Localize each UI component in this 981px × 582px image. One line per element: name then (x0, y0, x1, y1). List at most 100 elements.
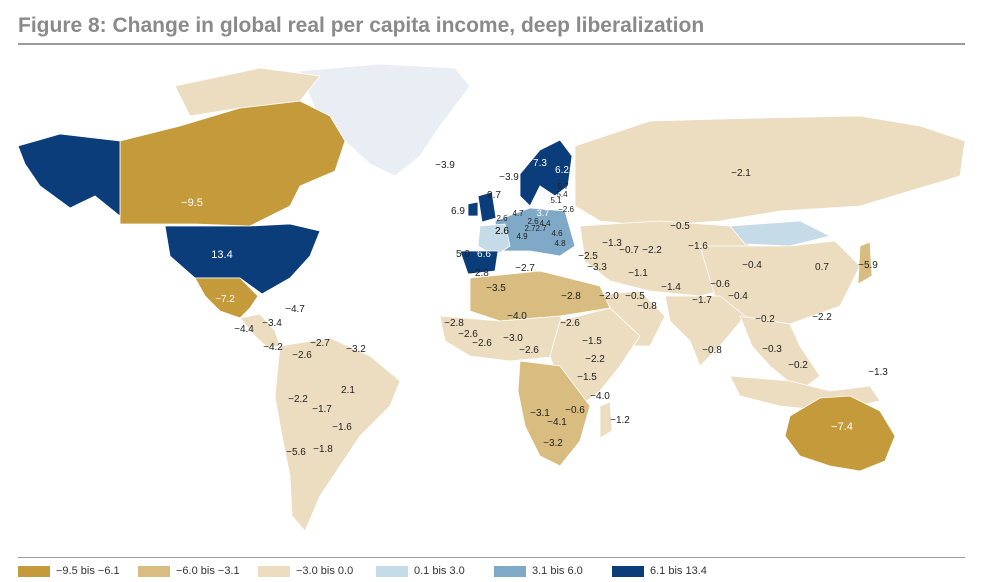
value-label-sierra-leone: −2.6 (472, 338, 492, 349)
page-title: Figure 8: Change in global real per capi… (18, 14, 705, 37)
value-label-venezuela: −2.7 (310, 338, 330, 349)
value-label-brazil: 2.1 (341, 385, 355, 396)
value-labels: −9.513.4−7.2−4.7−4.4−3.4−4.2−2.6−2.7−3.2… (181, 158, 888, 458)
country-france[interactable] (477, 223, 511, 257)
value-label-netherlands: 2.6 (496, 214, 508, 223)
value-label-peru: −2.2 (288, 394, 308, 405)
value-label-bangladesh: −0.4 (728, 291, 748, 302)
value-label-saudi-arabia: −2.0 (599, 291, 619, 302)
value-label-argentina: −1.8 (313, 444, 333, 455)
value-label-usa: 13.4 (211, 249, 232, 261)
value-label-kenya: −2.2 (585, 354, 605, 365)
value-label-portugal: 5.0 (456, 249, 470, 260)
legend-label: 3.1 bis 6.0 (532, 565, 583, 577)
country-australia[interactable] (784, 395, 896, 472)
legend-swatch (612, 566, 644, 577)
value-label-botswana: −4.1 (547, 417, 567, 428)
value-label-japan: −5.9 (858, 260, 878, 271)
value-label-paraguay: −1.6 (332, 422, 352, 433)
region-southern-africa[interactable] (517, 360, 591, 467)
region-north-africa[interactable] (469, 270, 611, 322)
legend-swatch (138, 566, 170, 577)
value-label-slovenia: 4.9 (516, 232, 528, 241)
country-india[interactable] (664, 295, 746, 367)
value-label-guinea: −2.6 (458, 329, 478, 340)
value-label-bolivia: −1.7 (312, 404, 332, 415)
country-mongolia[interactable] (729, 220, 832, 247)
region-central-europe[interactable] (494, 207, 576, 257)
value-label-madagascar: −1.2 (610, 415, 630, 426)
value-label-colombia: −2.6 (292, 350, 312, 361)
value-label-france: 2.6 (495, 226, 509, 237)
value-label-georgia: −1.3 (602, 238, 622, 249)
value-label-austria: 2.7 (535, 224, 547, 233)
country-uk[interactable] (477, 191, 497, 223)
value-label-png: −1.3 (868, 367, 888, 378)
region-scandinavia[interactable] (519, 139, 573, 207)
country-mexico[interactable] (194, 277, 259, 319)
world-map: −9.513.4−7.2−4.7−4.4−3.4−4.2−2.6−2.7−3.2… (17, 63, 966, 532)
value-label-azerbaijan: −2.2 (642, 245, 662, 256)
region-southeast-asia[interactable] (739, 315, 821, 392)
value-label-central-america-1: −4.4 (234, 324, 254, 335)
value-label-gulf: −0.5 (625, 291, 645, 302)
value-label-tanzania: −1.5 (577, 372, 597, 383)
value-label-ireland: 6.9 (451, 206, 465, 217)
value-label-thailand: −0.2 (755, 314, 775, 325)
value-label-belarus: −2.6 (558, 205, 574, 214)
value-label-russia: −2.1 (731, 168, 751, 179)
value-label-mozambique: −4.0 (590, 391, 610, 402)
legend-label: −3.0 bis 0.0 (296, 565, 354, 577)
legend-label: 0.1 bis 3.0 (414, 565, 465, 577)
value-label-senegal: −2.8 (444, 318, 464, 329)
country-madagascar[interactable] (599, 401, 613, 439)
value-label-india: −0.8 (702, 345, 722, 356)
value-label-estonia: 5.7 (557, 182, 569, 191)
value-label-uk: 9.7 (487, 190, 501, 201)
value-label-guyana: −3.2 (346, 344, 366, 355)
country-usa[interactable] (164, 223, 321, 295)
value-label-spain: 6.6 (477, 249, 491, 260)
value-label-uzbekistan: −1.6 (688, 241, 708, 252)
value-label-korea: 0.7 (815, 262, 829, 273)
value-label-iran: −1.1 (628, 268, 648, 279)
value-label-afghanistan: −1.4 (661, 282, 681, 293)
country-south-america[interactable] (274, 337, 401, 532)
value-label-oman: −0.8 (637, 301, 657, 312)
legend-rule (18, 557, 965, 558)
country-iberia[interactable] (459, 250, 499, 275)
legend-swatch (258, 566, 290, 577)
value-label-central-america-2: −3.4 (262, 318, 282, 329)
value-label-turkey: −2.5 (578, 251, 598, 262)
country-canada[interactable] (119, 100, 346, 227)
value-label-romania: 4.6 (551, 229, 563, 238)
value-label-algeria: −3.5 (486, 283, 506, 294)
country-ireland[interactable] (467, 201, 479, 217)
value-label-pakistan: −1.7 (692, 295, 712, 306)
value-label-sudan: −2.6 (560, 318, 580, 329)
map-legend: −9.5 bis −6.1 −6.0 bis −3.1 −3.0 bis 0.0… (18, 565, 978, 579)
value-label-syria: −3.3 (587, 262, 607, 273)
value-label-canada: −9.5 (181, 197, 203, 209)
legend-label: 6.1 bis 13.4 (650, 565, 707, 577)
legend-swatch (376, 566, 408, 577)
value-label-poland: 3.7 (537, 208, 550, 218)
value-label-panama: −4.2 (263, 342, 283, 353)
legend-swatch (494, 566, 526, 577)
country-japan[interactable] (857, 241, 873, 285)
region-arctic-islands[interactable] (174, 67, 321, 117)
value-label-morocco: −2.8 (469, 268, 489, 279)
value-label-norway: −3.9 (499, 172, 519, 183)
value-label-philippines: −2.2 (812, 312, 832, 323)
value-label-bulgaria: 4.8 (554, 239, 566, 248)
value-label-latvia: 5.4 (556, 190, 568, 199)
country-russia[interactable] (574, 115, 966, 227)
value-label-sweden: 7.3 (533, 158, 547, 169)
value-label-ghana: −3.0 (503, 333, 523, 344)
value-label-ethiopia: −1.5 (582, 336, 602, 347)
value-label-mexico: −7.2 (215, 294, 235, 305)
country-usa-alaska[interactable] (17, 133, 121, 217)
legend-label: −9.5 bis −6.1 (56, 565, 120, 577)
value-label-armenia: −0.7 (619, 245, 639, 256)
value-label-mali: −4.0 (507, 311, 527, 322)
